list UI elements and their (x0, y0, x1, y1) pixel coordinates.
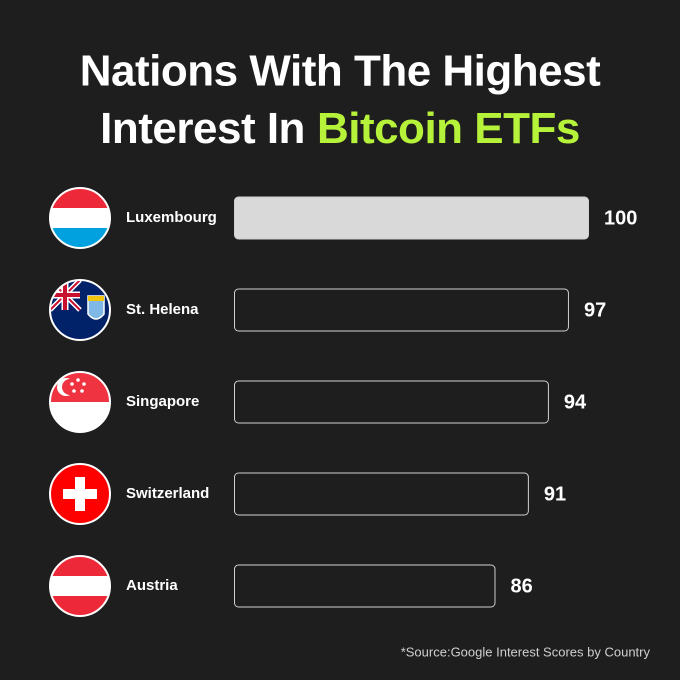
value-label: 91 (544, 483, 566, 505)
bar (234, 564, 496, 608)
bar (234, 288, 569, 332)
category-label: Austria (126, 577, 178, 594)
value-label: 100 (604, 207, 637, 229)
category-label: Singapore (126, 393, 199, 410)
value-label: 86 (510, 575, 532, 597)
category-label: Switzerland (126, 485, 209, 502)
bar (234, 196, 589, 240)
value-label: 94 (564, 391, 587, 413)
category-label: St. Helena (126, 301, 199, 318)
title-highlight: Bitcoin ETFs (317, 104, 580, 153)
flag-borders (49, 187, 111, 617)
title-text: Interest In (100, 104, 305, 153)
value-label: 97 (584, 299, 606, 321)
chart-title-line2: Interest In Bitcoin ETFs (100, 104, 580, 153)
source-note: *Source:Google Interest Scores by Countr… (401, 644, 651, 659)
bar (234, 380, 549, 424)
category-label: Luxembourg (126, 209, 217, 226)
flag-switzerland (50, 464, 110, 524)
bar (234, 472, 529, 516)
chart-title: Nations With The Highest (80, 47, 601, 96)
